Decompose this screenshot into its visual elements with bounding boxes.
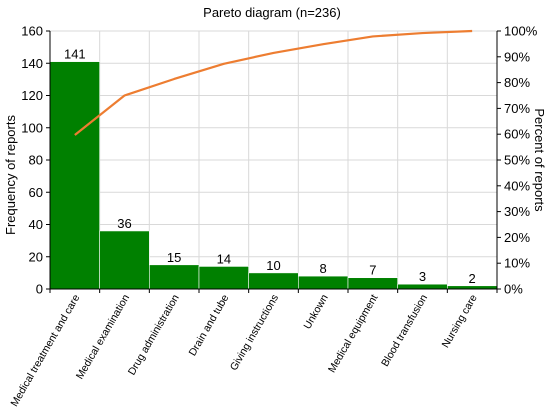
bar-value-label: 2 — [469, 271, 476, 286]
x-tick-label: Medical examination — [74, 292, 132, 381]
right-tick-label: 70% — [504, 101, 530, 116]
bar-data-labels: 141 36 15 14 10 8 7 3 2 — [64, 47, 476, 286]
cumulative-percent-line — [74, 29, 473, 136]
right-tick-label: 40% — [504, 178, 530, 193]
bar-value-label: 15 — [167, 250, 181, 265]
x-tick-label: Nursing care — [440, 292, 480, 350]
x-tick-label: Unkown — [301, 292, 330, 331]
right-tick-label: 90% — [504, 49, 530, 64]
bar — [347, 277, 398, 290]
bar-value-label: 14 — [217, 251, 231, 266]
x-tick-label: Blood transfusion — [379, 292, 430, 368]
left-axis-ticks: 0 20 40 60 80 100 120 140 160 — [21, 24, 50, 297]
bar — [49, 61, 100, 290]
bar — [248, 272, 299, 290]
bar — [99, 230, 150, 290]
left-tick-label: 120 — [21, 88, 43, 103]
bar-series — [49, 61, 498, 290]
left-tick-label: 40 — [29, 217, 43, 232]
x-tick-label: Drain and tube — [187, 292, 232, 358]
cumulative-line-series — [74, 29, 473, 136]
bar-value-label: 36 — [117, 216, 131, 231]
bar — [198, 266, 249, 290]
right-tick-label: 10% — [504, 256, 530, 271]
bar-value-label: 10 — [266, 258, 280, 273]
right-tick-label: 30% — [504, 204, 530, 219]
x-tick-label: Drug administration — [126, 292, 182, 377]
bar-value-label: 3 — [419, 269, 426, 284]
right-tick-label: 0% — [504, 282, 523, 297]
left-tick-label: 20 — [29, 249, 43, 264]
chart-title: Pareto diagram (n=236) — [203, 5, 341, 20]
right-tick-label: 20% — [504, 230, 530, 245]
right-tick-label: 50% — [504, 153, 530, 168]
left-tick-label: 140 — [21, 56, 43, 71]
bar — [298, 275, 349, 290]
bar — [149, 264, 200, 290]
x-tick-label: Medical equipment — [326, 292, 380, 374]
left-axis-label: Frequency of reports — [3, 115, 18, 235]
left-tick-label: 0 — [36, 282, 43, 297]
left-tick-label: 80 — [29, 153, 43, 168]
right-tick-label: 80% — [504, 75, 530, 90]
left-tick-label: 60 — [29, 185, 43, 200]
left-tick-label: 100 — [21, 120, 43, 135]
bar-value-label: 7 — [369, 263, 376, 278]
bar-value-label: 8 — [320, 261, 327, 276]
right-axis-ticks: 0% 10% 20% 30% 40% 50% 60% 70% 80% 90% 100% — [497, 24, 538, 297]
right-tick-label: 100% — [504, 24, 538, 39]
x-tick-label: Giving instructions — [228, 293, 281, 373]
right-tick-label: 60% — [504, 127, 530, 142]
bar — [397, 283, 448, 290]
bar-value-label: 141 — [64, 47, 86, 62]
left-tick-label: 160 — [21, 24, 43, 39]
x-tick-label: Medical treatment and care — [8, 292, 82, 408]
right-axis-label: Percent of reports — [532, 108, 547, 212]
